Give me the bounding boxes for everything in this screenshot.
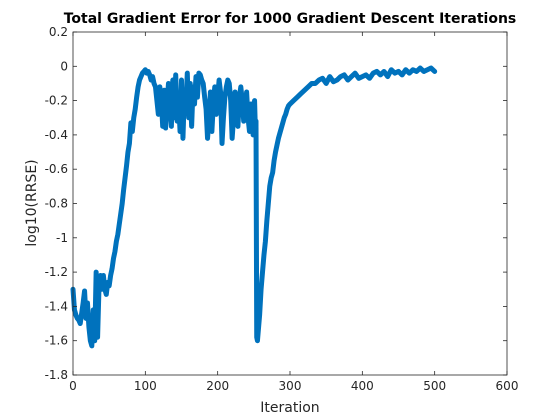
- x-tick-label: 200: [206, 379, 229, 393]
- y-axis: 0.2 0 -0.2 -0.4 -0.6 -0.8 -1 -1.2 -1.4 -1.6 -1.8: [45, 25, 507, 382]
- x-tick-label: 400: [351, 379, 374, 393]
- y-tick-label: -1.6: [45, 334, 68, 348]
- x-tick-label: 0: [69, 379, 77, 393]
- y-tick-label: -0.6: [45, 162, 68, 176]
- y-tick-label: -1.2: [45, 265, 68, 279]
- x-axis-label: Iteration: [260, 400, 319, 416]
- series-line-0: [70, 65, 438, 349]
- y-tick-label: -1: [56, 231, 68, 245]
- x-axis: 0 100 200 300 400 500 600: [69, 32, 518, 393]
- x-tick-label: 100: [134, 379, 157, 393]
- y-axis-label: log10(RRSE): [24, 159, 40, 246]
- y-tick-label: -0.2: [45, 94, 68, 108]
- x-tick-label: 600: [496, 379, 519, 393]
- x-tick-label: 300: [279, 379, 302, 393]
- y-tick-label: 0.2: [49, 25, 68, 39]
- plot-area: [73, 32, 507, 375]
- x-tick-label: 500: [423, 379, 446, 393]
- y-tick-label: -1.8: [45, 368, 68, 382]
- y-tick-label: -0.4: [45, 128, 68, 142]
- y-tick-label: 0: [60, 59, 68, 73]
- y-tick-label: -0.8: [45, 197, 68, 211]
- y-tick-label: -1.4: [45, 299, 68, 313]
- chart-title: Total Gradient Error for 1000 Gradient D…: [64, 11, 517, 27]
- series-layer: [70, 65, 438, 349]
